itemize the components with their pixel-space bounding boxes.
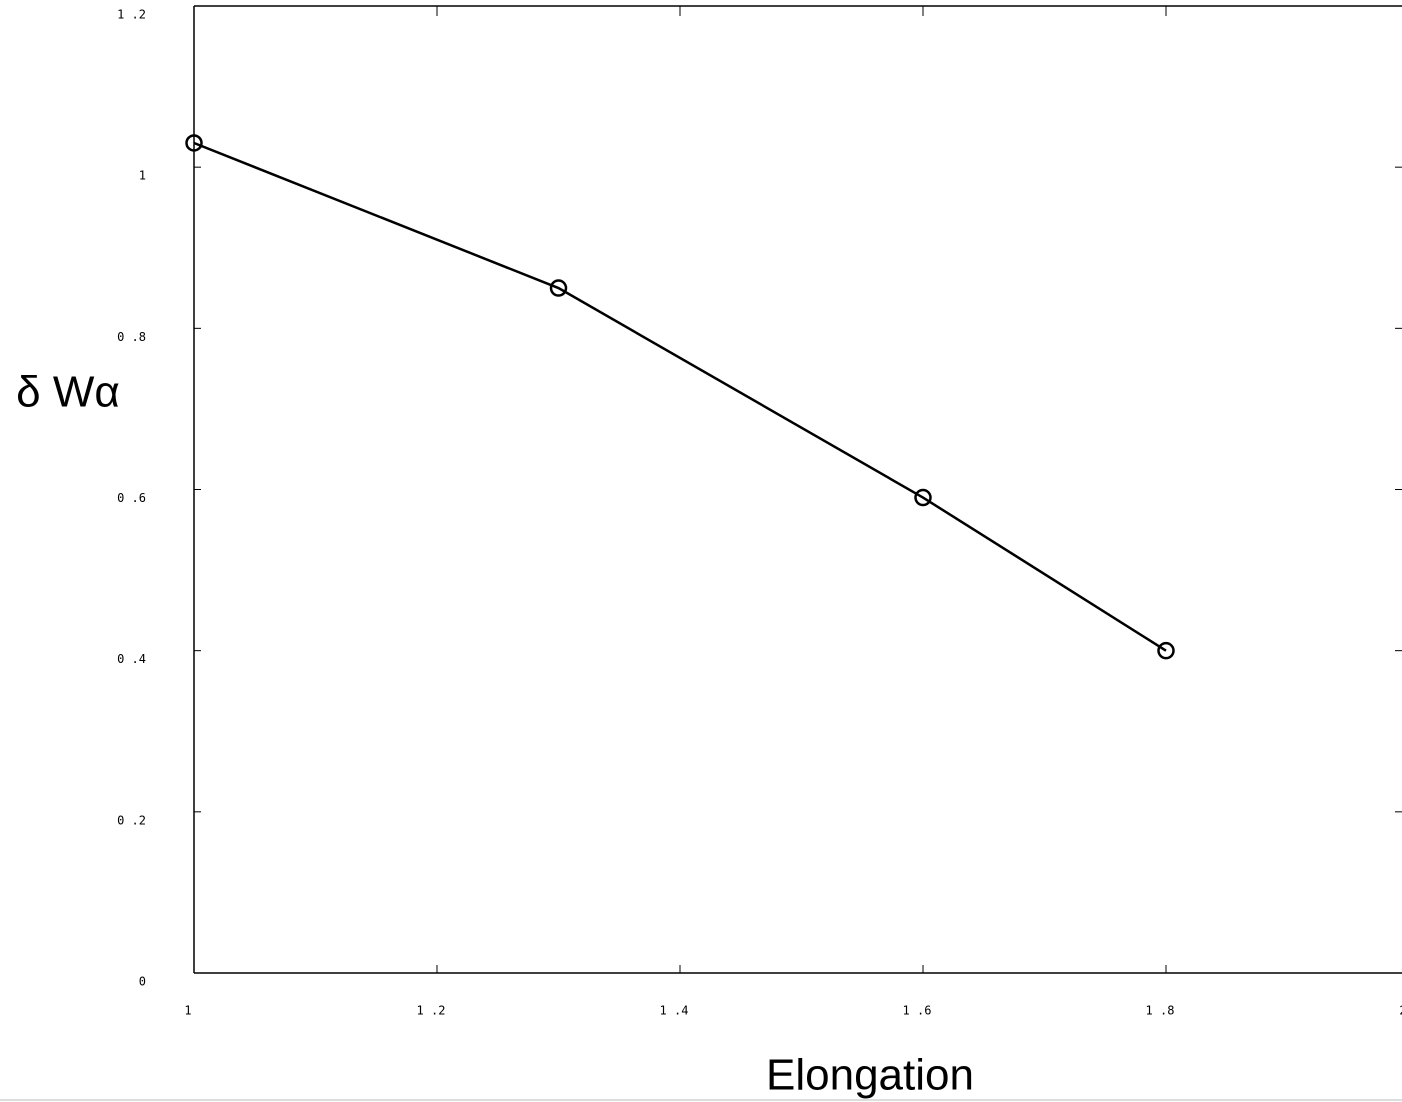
y-tick-label: 1 .2 [117, 8, 146, 22]
x-tick-label: 1 .8 [1146, 1004, 1175, 1018]
y-tick-label: 1 [139, 169, 146, 183]
marker [914, 488, 932, 507]
y-axis-label: δ Wα [16, 368, 120, 417]
y-tick-label: 0 [139, 975, 146, 989]
x-tick-label: 1 .6 [903, 1004, 932, 1018]
x-tick-label: 2 [1399, 1004, 1402, 1018]
x-axis-label: Elongation [766, 1051, 974, 1100]
marker [1157, 641, 1175, 660]
y-tick-label: 0 .8 [117, 330, 146, 344]
y-tick-label: 0 .6 [117, 491, 146, 505]
line [193, 141, 1167, 652]
x-tick-label: 1 [184, 1004, 191, 1018]
x-tick-label: 1 .4 [660, 1004, 689, 1018]
marker [185, 134, 203, 152]
y-tick-label: 0 .4 [117, 652, 146, 666]
x-tick-label: 1 .2 [417, 1004, 446, 1018]
y-tick-label: 0 .2 [117, 813, 146, 827]
marker [549, 279, 568, 297]
